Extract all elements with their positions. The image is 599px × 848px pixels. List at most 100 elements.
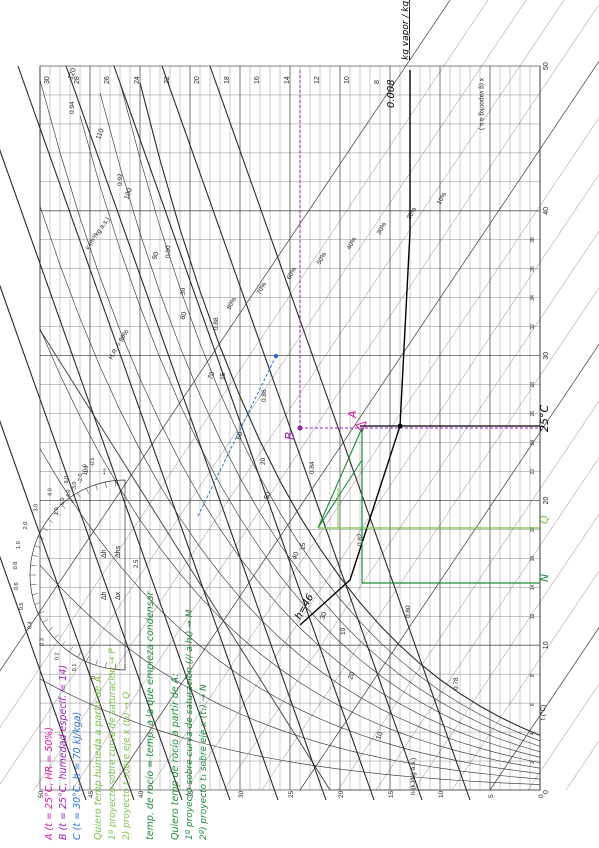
x-minor-tick-label: 28 <box>530 382 536 388</box>
point-b-label: B <box>283 432 297 440</box>
note-b: B (t = 25°C, humedad específ. = 14) <box>58 665 69 840</box>
h-tick-label: 90 <box>151 251 160 261</box>
x-minor-tick-label: 8 <box>530 674 536 677</box>
x-tick-label: 20 <box>543 497 550 505</box>
x-minor-tick-label: 32 <box>530 324 536 330</box>
volume-label: 0.94 <box>69 101 76 114</box>
h-tick-label: 10 <box>375 731 384 741</box>
volume-label: 0.84 <box>309 461 316 474</box>
protractor-tick-right: -2.0 <box>78 474 84 483</box>
protractor-symbol-2a: Δh <box>101 591 108 600</box>
x-tick-label: 50 <box>543 62 550 70</box>
top-scale-tick: 18 <box>224 76 231 84</box>
volume-label: 0.92 <box>117 173 124 186</box>
top-scale-tick: 20 <box>194 76 201 84</box>
protractor-tick-left: 0.8 <box>13 562 19 570</box>
x-tick-label: 0 <box>543 790 550 794</box>
top-scale-tick: 14 <box>284 76 291 84</box>
protractor-center-tick: 2.5 <box>134 559 140 568</box>
top-scale-tick: 22 <box>164 76 171 84</box>
protractor-tick-left: 3.0 <box>34 504 40 512</box>
volume-label: 0.82 <box>357 533 364 546</box>
protractor-tick-left: 0.5 <box>19 603 25 611</box>
protractor-symbol-1b: Δhs <box>115 545 122 558</box>
twb-tick: 10 <box>340 627 347 635</box>
protractor-tick-right: -0.5 <box>90 458 96 467</box>
top-scale-ticks: 30 28 26 24 22 20 18 16 14 12 10 8 <box>44 76 381 84</box>
protractor-symbol-2b: Δx <box>115 591 122 600</box>
h-tick-label: 120 <box>67 67 78 80</box>
h-tick-label: 70 <box>207 371 216 381</box>
protractor-tick-right: 1.0 <box>54 507 60 515</box>
protractor-tick-right: -3.0 <box>72 482 78 491</box>
protractor-tick-left: 1.0 <box>16 541 22 549</box>
protractor-tick-left: 6.0 <box>64 476 70 484</box>
t-tick-label: 40 <box>138 790 145 798</box>
label-0008: 0.008 <box>386 79 397 108</box>
t-axis-label: t (°C) <box>539 705 547 720</box>
t-tick-label: 35 <box>188 790 195 798</box>
protractor-tick-right: -4.0 <box>66 490 72 499</box>
x-minor-tick-label: 4 <box>530 732 536 735</box>
h-tick-label: 110 <box>95 128 105 141</box>
twb-tick: 30 <box>180 287 187 295</box>
x-minor-tick-label: 34 <box>530 295 536 301</box>
twb-tick: 15 <box>300 542 307 550</box>
x-minor-tick-label: 36 <box>530 266 536 272</box>
protractor-tick-right: -1.0 <box>84 466 90 475</box>
h-tick-label: 30 <box>319 611 328 621</box>
note-d: Quiero temp húmeda a partir de A: <box>93 673 104 840</box>
volume-label: 0.90 <box>165 245 172 258</box>
point-a-marker <box>355 421 367 433</box>
t-tick-label: 15 <box>388 790 395 798</box>
note-e: 1º proyecto sobre curva de saturación → … <box>107 648 118 840</box>
h-tick-label: 20 <box>347 671 356 681</box>
h-tick-label: 40 <box>291 551 300 561</box>
x-axis-label: x (g vapor/kg a.s.) <box>478 78 485 130</box>
protractor-tick-left: +∞ <box>102 468 108 475</box>
twb-tick: 20 <box>260 457 267 465</box>
black-point <box>397 423 403 429</box>
t-tick-label: 10 <box>438 790 445 798</box>
x-minor-tick-label: 6 <box>530 703 536 706</box>
volume-label: 0.86 <box>261 389 268 402</box>
blue-point <box>273 353 279 359</box>
protractor-tick-left: 10.0 <box>82 464 88 475</box>
dark-green-line <box>361 428 540 584</box>
h-tick-label: 80 <box>179 311 188 321</box>
protractor-tick-left: 0.2 <box>55 652 61 660</box>
protractor: +∞ 10.0 6.0 4.0 3.0 2.0 1.0 0.8 0.6 0.5 0.4 0.3 0.2 0… <box>13 458 140 679</box>
h-axis-label: h (kJ/kg a.s.) <box>410 758 417 795</box>
h-tick-label: 100 <box>123 187 134 200</box>
protractor-tick-left: 0.3 <box>39 638 45 646</box>
top-scale-tick: 28 <box>74 76 81 84</box>
note-i: 1º proyecto sobre curva de saturación (/… <box>184 609 195 840</box>
x-minor-tick-label: 12 <box>530 613 536 619</box>
twb-tick: 25 <box>220 372 227 380</box>
t-axis-ticks: 0 5 10 15 20 25 30 35 40 45 50 <box>38 790 545 798</box>
t-tick-label: 45 <box>88 790 95 798</box>
volume-labels: 0.78 0.80 0.82 0.84 0.86 0.88 0.90 0.92 0.94 <box>69 101 460 690</box>
note-h: Quiero temp de rocío a partir de A: <box>170 673 181 840</box>
point-a-label: A <box>346 410 359 419</box>
x-minor-tick-label: 22 <box>530 469 536 475</box>
volume-label: 0.88 <box>213 317 220 330</box>
x-minor-tick-label: 18 <box>530 527 536 533</box>
note-f: 2) proyecto t sobre eje x (t₁) → Q <box>122 692 132 840</box>
h-tick-label: 60 <box>235 431 244 441</box>
rh-curves <box>39 80 541 785</box>
top-scale-tick: 10 <box>344 76 351 84</box>
volume-label: 0.80 <box>405 605 412 618</box>
x-tick-label: 40 <box>543 207 550 215</box>
protractor-tick-left: 0.1 <box>72 664 78 672</box>
note-j: 2º) proyecto t₁ sobre eje x (t₁) → N <box>199 684 209 840</box>
top-scale-tick: 26 <box>104 76 111 84</box>
top-scale-tick: 24 <box>134 76 141 84</box>
protractor-tick-left: 4.0 <box>47 488 53 496</box>
protractor-tick-left: 0.4 <box>27 621 33 629</box>
x-minor-tick-label: 14 <box>530 584 536 590</box>
x-minor-tick-label: 2 <box>530 761 536 764</box>
